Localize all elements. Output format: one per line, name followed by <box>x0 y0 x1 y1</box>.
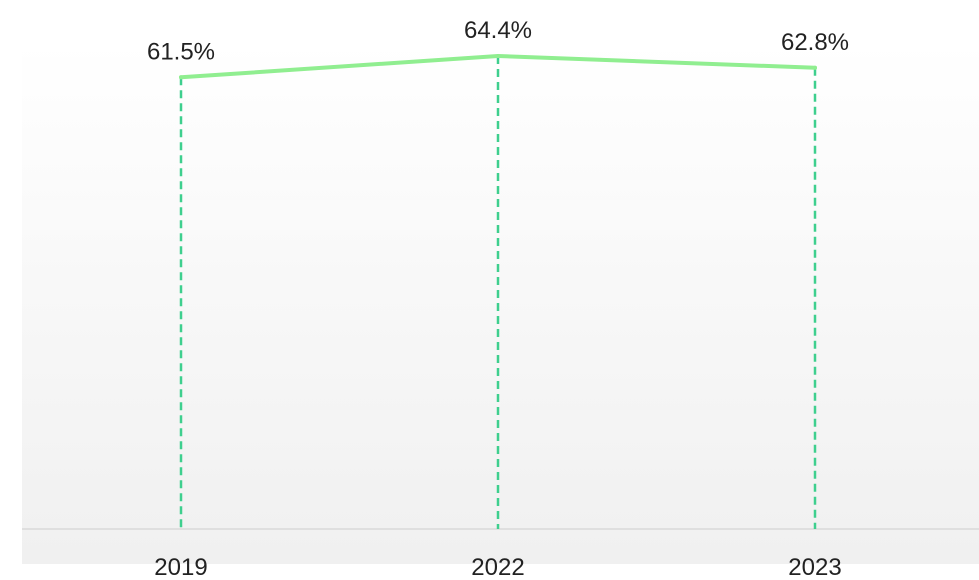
data-label-2019: 61.5% <box>147 38 215 65</box>
series-line-segment-2019-2022 <box>179 54 500 80</box>
data-label-2023: 62.8% <box>781 29 849 56</box>
data-point-2023 <box>813 65 817 70</box>
drop-lines <box>179 56 817 529</box>
plot-background <box>22 42 979 564</box>
series-line-segment-2022-2023 <box>496 54 817 70</box>
x-tick-label-2022: 2022 <box>471 554 524 580</box>
x-tick-label-2019: 2019 <box>154 554 207 580</box>
x-tick-labels: 2019 2022 2023 <box>154 554 841 580</box>
series-lines <box>179 54 817 80</box>
x-tick-label-2023: 2023 <box>788 554 841 580</box>
data-point-2019 <box>179 75 183 80</box>
data-label-2022: 64.4% <box>464 17 532 44</box>
data-labels: 61.5% 64.4% 62.8% <box>147 17 849 65</box>
data-point-2022 <box>496 54 500 58</box>
